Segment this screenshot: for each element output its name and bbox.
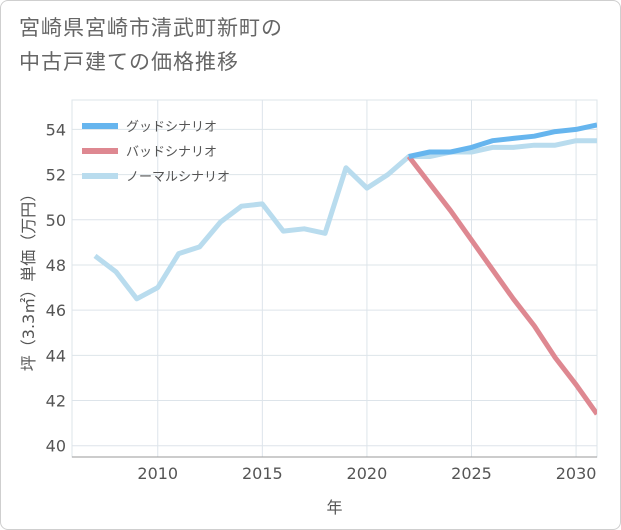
y-tick-label: 42 [46, 392, 66, 411]
x-tick-label: 2025 [451, 464, 492, 483]
x-tick-label: 2015 [242, 464, 283, 483]
y-tick-label: 50 [46, 211, 66, 230]
series-line-good [408, 122, 597, 159]
chart-title-line-2: 中古戸建ての価格推移 [19, 50, 239, 74]
x-axis-label: 年 [326, 498, 342, 517]
y-axis-label: 坪（3.3㎡）単価（万円） [19, 186, 38, 371]
y-tick-label: 40 [46, 437, 66, 456]
x-tick-label: 2030 [556, 464, 597, 483]
grid-lines [72, 100, 597, 457]
x-tick-label: 2020 [347, 464, 388, 483]
axis-labels: 年 坪（3.3㎡）単価（万円） [19, 186, 343, 517]
y-tick-label: 48 [46, 256, 66, 275]
series-line-normal [93, 138, 597, 302]
legend-item-bad: バッドシナリオ [82, 145, 217, 160]
legend-label-bad: バッドシナリオ [126, 145, 217, 160]
legend-label-normal: ノーマルシナリオ [126, 170, 230, 185]
plot-area [71, 99, 598, 458]
legend-item-normal: ノーマルシナリオ [82, 170, 230, 185]
legend-item-good: グッドシナリオ [82, 120, 217, 135]
series-lines [93, 122, 597, 416]
x-tick-label: 2010 [137, 464, 178, 483]
y-tick-label: 54 [46, 120, 66, 139]
chart-title-line-1: 宮崎県宮崎市清武町新町の [19, 16, 283, 40]
legend-label-good: グッドシナリオ [126, 120, 217, 135]
axis-ticks: 40 42 44 46 48 50 52 54 2010 2015 2020 2025 2030 [46, 120, 597, 483]
y-tick-label: 52 [46, 166, 66, 185]
y-tick-label: 44 [46, 346, 66, 365]
series-line-bad [406, 154, 597, 416]
y-tick-label: 46 [46, 301, 66, 320]
chart-title: 宮崎県宮崎市清武町新町の 中古戸建ての価格推移 [19, 11, 439, 79]
